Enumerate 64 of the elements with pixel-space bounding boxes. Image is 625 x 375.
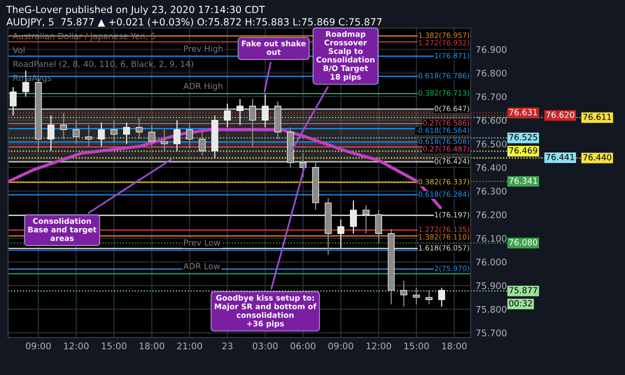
- x-tick-label: 21:00: [177, 342, 202, 350]
- text: 00:32: [509, 300, 532, 306]
- x-tick-label: 12:00: [366, 342, 392, 350]
- ref-line-label: 76.080: [509, 239, 538, 246]
- annotation: ADR High: [183, 82, 222, 91]
- candlestick: [98, 122, 105, 147]
- ref-line-label: 75.877: [509, 287, 538, 294]
- y-tick-label: 76.900: [476, 46, 506, 53]
- x-tick-label: 09:00: [26, 342, 51, 350]
- candlestick: [60, 112, 68, 140]
- annotation: RoadPanel (2, 8, 40, 110, 6, Black, 2, 9, 14): [14, 60, 194, 68]
- ref-line-label: 76.620: [546, 112, 574, 118]
- x-tick-label: 18:00: [442, 342, 467, 350]
- ref-line-label: 76.441: [546, 154, 574, 160]
- x-tick-label: 15:00: [102, 342, 126, 350]
- candlestick: [160, 129, 168, 152]
- y-tick-label: 76.400: [476, 164, 506, 172]
- y-tick-label: 76.200: [476, 211, 506, 218]
- y-tick-label: 76.000: [476, 258, 506, 266]
- candlestick: [362, 204, 370, 234]
- ref-line-label: 76.631: [509, 109, 538, 116]
- y-tick-label: 76.600: [476, 116, 506, 124]
- candlestick: [198, 131, 206, 156]
- candlestick: [186, 122, 194, 150]
- candlestick: [110, 120, 118, 142]
- candlestick: [48, 114, 54, 152]
- candlestick: [400, 280, 408, 308]
- candlestick: [148, 124, 156, 147]
- x-tick-label: 09:00: [328, 342, 354, 350]
- y-tick-label: 76.300: [476, 188, 506, 195]
- candlestick: [413, 287, 420, 305]
- y-tick-label: 75.900: [476, 282, 506, 290]
- candlestick: [375, 209, 382, 244]
- candlestick: [136, 117, 143, 140]
- y-tick-label: 75.700: [476, 330, 506, 336]
- chart-subtitle: AUDJPY, 5 75.877 ▲ +0.021 (+0.03%) O:75.872 H:75.883 L:75.869 C:75.877: [6, 18, 382, 28]
- candlestick: [438, 287, 446, 308]
- x-tick-label: 23: [222, 342, 232, 350]
- candlestick: [123, 122, 130, 144]
- y-tick-label: 76.800: [476, 70, 506, 77]
- x-tick-label: 03:00: [252, 342, 278, 350]
- annotation: ADR Low: [183, 263, 220, 270]
- annotation: Prev Low: [184, 240, 220, 246]
- x-tick-label: 15:00: [404, 342, 429, 350]
- candlestick: [249, 98, 256, 147]
- y-tick-label: 76.500: [476, 140, 506, 148]
- ref-line-label: 76.469: [509, 147, 538, 154]
- ref-line-label: 76.440: [583, 154, 612, 160]
- annotation: Vol: [12, 46, 24, 54]
- y-tick-label: 76.100: [476, 235, 506, 242]
- y-tick-label: 76.700: [476, 93, 506, 100]
- chart-title: TheG-Lover published on July 23, 2020 17:14:30 CDT: [6, 6, 265, 16]
- candlestick: [426, 290, 432, 305]
- candlestick: [72, 120, 80, 144]
- ref-line-label: 76.341: [509, 178, 538, 184]
- ref-line-label: 76.611: [583, 114, 612, 120]
- x-tick-label: 06:00: [290, 342, 316, 350]
- x-tick-label: 12:00: [64, 342, 89, 350]
- candlestick: [85, 124, 92, 147]
- y-tick-label: 75.800: [476, 306, 506, 313]
- candlestick: [174, 120, 180, 152]
- x-tick-label: 18:00: [140, 342, 164, 350]
- ref-line-label: 76.525: [509, 134, 538, 140]
- annotation: Prev High: [184, 45, 223, 54]
